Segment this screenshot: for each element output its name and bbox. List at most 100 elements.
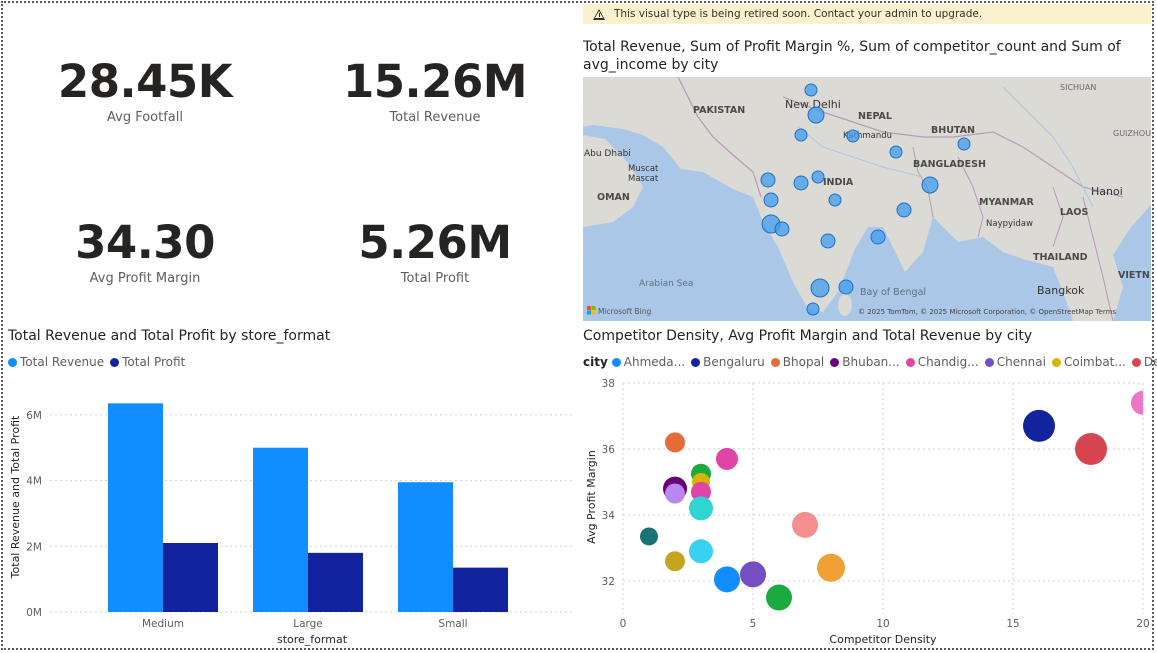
y-tick-label: 38 [602, 378, 615, 390]
x-tick-label: Large [293, 618, 323, 630]
scatter-bubble[interactable] [716, 447, 738, 470]
map-bubble[interactable] [846, 129, 860, 143]
bing-logo-text: Microsoft Bing [598, 307, 651, 316]
map-bubble[interactable] [804, 83, 818, 97]
map-bubble[interactable] [896, 202, 912, 218]
scatter-bubble[interactable] [665, 483, 685, 504]
x-axis-label: Competitor Density [829, 633, 937, 646]
legend-item-city[interactable]: Bhopal [770, 355, 824, 369]
map-bubble[interactable] [828, 193, 842, 207]
bar-chart-plot[interactable]: 0M 2M 4M 6M Total Revenue and Total Profit Me… [0, 372, 580, 652]
bar-total-revenue[interactable] [108, 403, 163, 612]
scatter-bubble[interactable] [1023, 409, 1055, 442]
legend-item-city[interactable]: Coimbat... [1051, 355, 1126, 369]
map-title: Total Revenue, Sum of Profit Margin %, S… [583, 39, 1121, 73]
border-line [677, 77, 762, 198]
map-visual[interactable]: SICHUAN PAKISTAN New Delhi NEPAL Kathman… [583, 77, 1151, 321]
bar-total-profit[interactable] [163, 543, 218, 612]
kpi-value: 15.26M [342, 55, 528, 108]
legend-item-city[interactable]: Ahmeda... [611, 355, 685, 369]
legend-item-city[interactable]: Bengaluru [691, 355, 765, 369]
scatter-bubble[interactable] [1075, 433, 1107, 465]
map-label: Kathmandu [843, 131, 892, 141]
x-tick-label: 20 [1136, 618, 1149, 630]
map-label: INDIA [823, 177, 854, 188]
map-bubble[interactable] [763, 192, 779, 208]
map-bubble[interactable] [774, 221, 790, 237]
map-bubble[interactable] [806, 302, 820, 316]
map-bubble[interactable] [820, 233, 836, 249]
map-bubble[interactable] [794, 128, 808, 142]
scatter-bubble[interactable] [691, 481, 711, 502]
legend-title: city [583, 355, 608, 369]
legend-item-total-revenue[interactable]: Total Revenue [8, 355, 104, 369]
map-bubble[interactable] [889, 145, 903, 159]
scatter-bubble[interactable] [665, 432, 685, 453]
y-axis-label: Avg Profit Margin [585, 450, 598, 544]
legend-dot [984, 357, 994, 367]
y-axis-label: Total Revenue and Total Profit [9, 415, 22, 579]
map-label: BANGLADESH [913, 159, 986, 170]
scatter-chart-plot[interactable]: 38 36 34 32 0 5 10 15 20 Avg Profit Margin Competi… [580, 372, 1155, 650]
scatter-bubble[interactable] [1131, 390, 1155, 415]
map-bubble[interactable] [760, 172, 776, 188]
kpi-card-avg-profit-margin[interactable]: 34.30 Avg Profit Margin [45, 216, 245, 286]
legend-dot [1131, 357, 1141, 367]
warning-icon [593, 8, 605, 20]
kpi-card-total-revenue[interactable]: 15.26M Total Revenue [335, 55, 535, 125]
bar-total-revenue[interactable] [253, 447, 308, 612]
map-copyright[interactable]: © 2025 TomTom, © 2025 Microsoft Corporat… [858, 308, 1116, 316]
map-bubble[interactable] [870, 229, 886, 245]
scatter-chart-legend: city Ahmeda... Bengaluru Bhopal Bhuban... Ch… [583, 355, 1157, 369]
map-bubble[interactable] [810, 278, 830, 298]
legend-item-total-profit[interactable]: Total Profit [110, 355, 185, 369]
bar-total-profit[interactable] [453, 567, 508, 612]
bing-logo-tile [587, 310, 591, 315]
map-label: GUIZHOU [1113, 129, 1151, 138]
bar-total-revenue[interactable] [398, 482, 453, 612]
y-tick-label: 2M [26, 541, 42, 553]
scatter-bubble[interactable] [766, 584, 792, 611]
land-asia [583, 77, 1151, 321]
kpi-label: Total Revenue [389, 110, 481, 125]
map-label: Bangkok [1037, 284, 1085, 297]
scatter-bubble[interactable] [665, 551, 685, 572]
scatter-points[interactable] [640, 390, 1155, 611]
map-bubble[interactable] [838, 279, 854, 295]
map-label: New Delhi [785, 98, 841, 111]
scatter-bubble[interactable] [792, 511, 818, 538]
scatter-bubble[interactable] [689, 539, 713, 564]
scatter-bubble[interactable] [714, 566, 740, 593]
kpi-card-total-profit[interactable]: 5.26M Total Profit [335, 216, 535, 286]
map-bubbles[interactable] [760, 83, 971, 316]
map-bubble[interactable] [811, 170, 825, 184]
map-bubble[interactable] [793, 175, 809, 191]
legend-item-city[interactable]: Delhi [1131, 355, 1157, 369]
x-tick-label: Medium [142, 618, 184, 630]
scatter-bubble[interactable] [640, 527, 658, 546]
border-line [782, 96, 1124, 198]
legend-item-city[interactable]: Bhuban... [830, 355, 900, 369]
map-canvas[interactable]: SICHUAN PAKISTAN New Delhi NEPAL Kathman… [583, 77, 1151, 321]
map-label: Mascat [628, 174, 659, 184]
legend-label: Chennai [996, 355, 1046, 369]
map-bubble[interactable] [957, 137, 971, 151]
y-tick-label: 0M [26, 607, 42, 619]
legend-label: Total Profit [122, 355, 186, 369]
kpi-card-avg-footfall[interactable]: 28.45K Avg Footfall [45, 55, 245, 125]
x-tick-label: 5 [750, 618, 757, 630]
banner-text: This visual type is being retired soon. … [614, 8, 983, 20]
bar-total-profit[interactable] [308, 552, 363, 612]
legend-item-city[interactable]: Chandig... [905, 355, 979, 369]
map-label: Muscat [628, 164, 659, 174]
scatter-bubble[interactable] [689, 496, 713, 521]
map-bubble[interactable] [807, 106, 825, 124]
y-tick-label: 4M [26, 476, 42, 488]
scatter-bubble[interactable] [740, 561, 766, 588]
legend-label: Chandig... [917, 355, 979, 369]
scatter-bubble[interactable] [817, 553, 845, 582]
land-sri-lanka [838, 294, 852, 316]
legend-item-city[interactable]: Chennai [984, 355, 1046, 369]
map-bubble[interactable] [921, 176, 939, 194]
bar-chart-title: Total Revenue and Total Profit by store_… [8, 328, 331, 344]
